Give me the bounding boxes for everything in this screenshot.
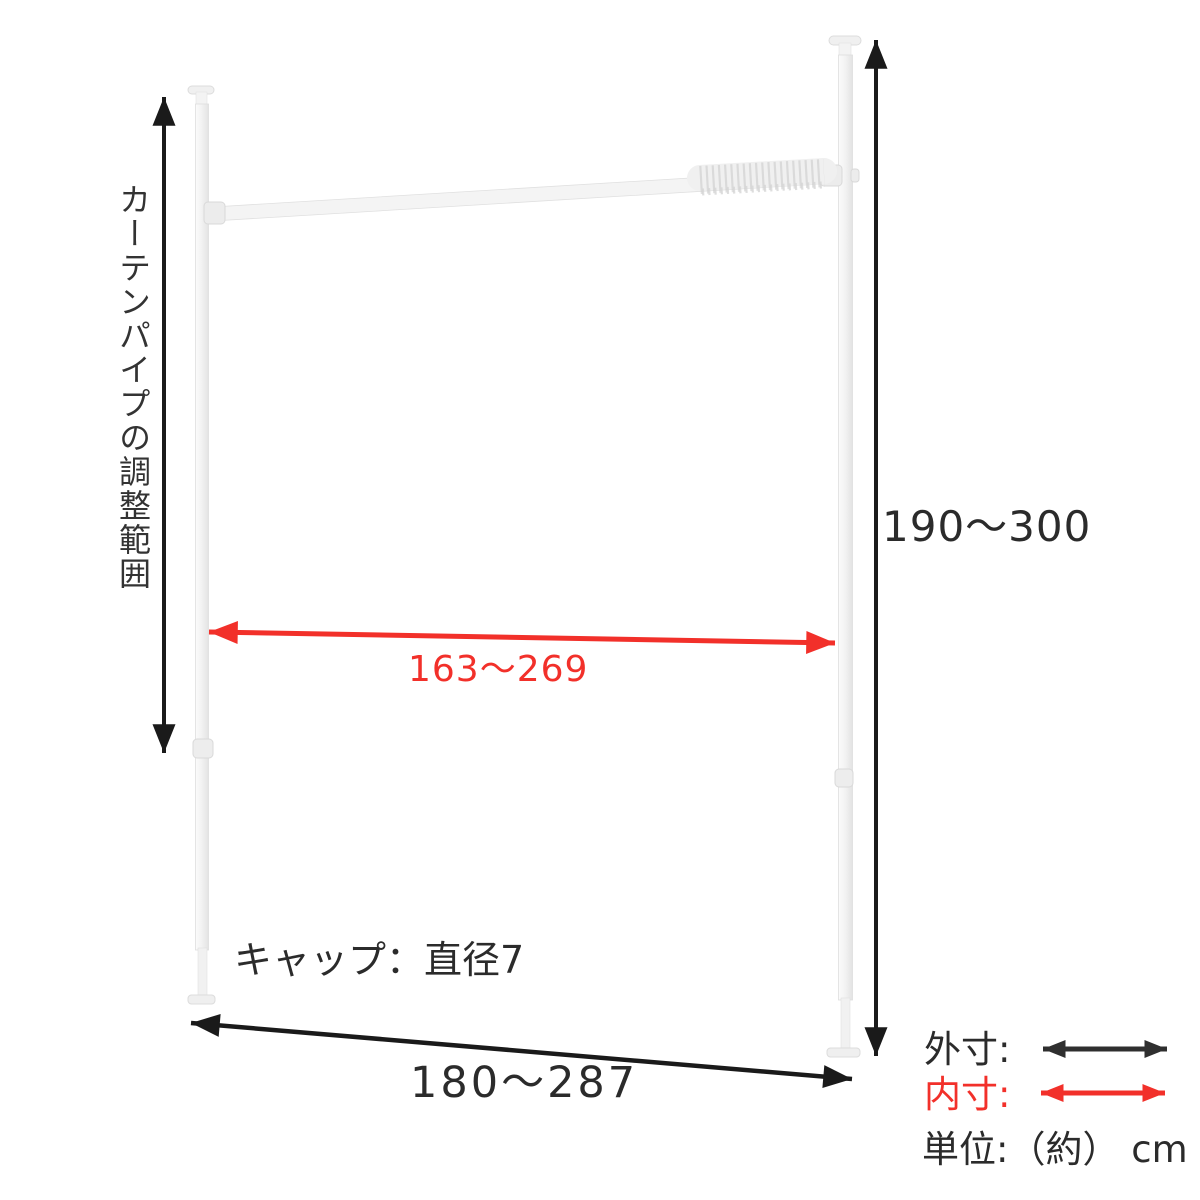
right-pole-foot-cap bbox=[826, 1047, 861, 1058]
spring-coil bbox=[687, 158, 837, 196]
inner-width-value: 163〜269 bbox=[408, 649, 589, 690]
legend-unit-label: 単位:（約） cm bbox=[922, 1128, 1188, 1171]
cap-diameter-note: キャップ：直径7 bbox=[234, 938, 525, 982]
legend-inner-label: 内寸: bbox=[924, 1073, 1011, 1116]
outer-width-arrow bbox=[190, 1013, 853, 1089]
bar-left-connector bbox=[203, 201, 226, 225]
left-pole-clamp bbox=[192, 738, 214, 759]
right-pole bbox=[826, 35, 862, 1058]
legend-outer-label: 外寸: bbox=[924, 1028, 1011, 1071]
right-pole-clamp bbox=[834, 768, 854, 788]
adjust-range-label: カーテンパイプの調整範囲 bbox=[114, 183, 152, 591]
outer-width-value: 180〜287 bbox=[410, 1058, 639, 1108]
left-pole bbox=[187, 85, 216, 1005]
right-pole-tube bbox=[838, 54, 853, 1001]
curtain-bar bbox=[203, 158, 860, 225]
inner-width-arrow bbox=[208, 621, 836, 654]
left-pole-foot-cap bbox=[187, 994, 216, 1005]
left-pole-tube bbox=[195, 103, 209, 951]
height-range-value: 190〜300 bbox=[882, 502, 1092, 551]
